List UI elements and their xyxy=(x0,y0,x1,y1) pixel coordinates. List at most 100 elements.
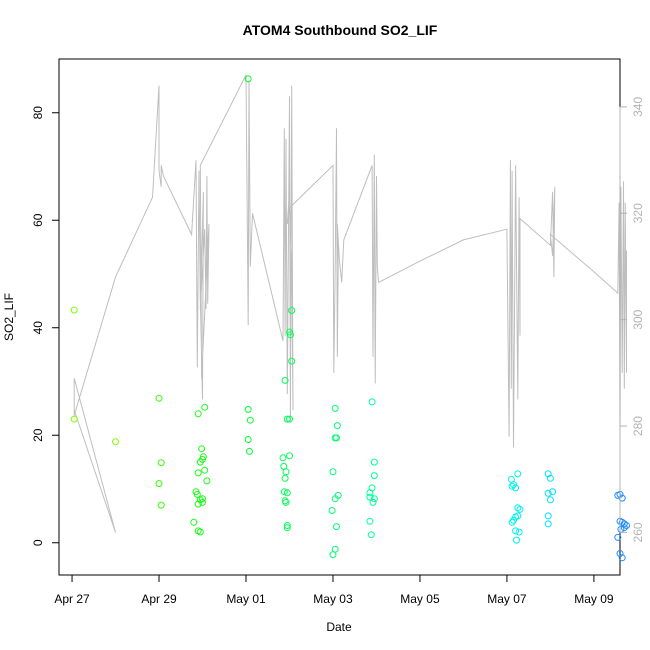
data-point xyxy=(155,394,163,402)
data-point xyxy=(194,469,202,477)
data-point xyxy=(512,484,520,492)
data-point xyxy=(546,496,554,504)
y2-tick-label: 300 xyxy=(631,309,645,329)
data-point xyxy=(279,454,287,462)
data-point xyxy=(370,495,378,503)
data-point xyxy=(514,470,522,478)
data-point xyxy=(244,436,252,443)
data-point xyxy=(282,468,290,476)
data-point xyxy=(286,331,294,339)
data-point xyxy=(281,376,289,384)
data-point xyxy=(246,447,253,455)
data-point xyxy=(155,480,163,488)
data-point xyxy=(368,398,376,406)
x-axis: Apr 27 Apr 29 May 01 May 03 May 05 May 07 May … xyxy=(54,574,614,606)
data-point xyxy=(616,550,624,557)
x-tick-label: May 01 xyxy=(226,592,266,606)
data-point xyxy=(508,518,516,526)
data-point xyxy=(283,415,291,423)
x-tick-label: May 07 xyxy=(487,592,527,606)
data-point xyxy=(244,405,252,413)
data-point xyxy=(620,520,628,528)
y-axis-right: 260 280 300 320 340 xyxy=(619,97,645,542)
data-point xyxy=(549,488,557,496)
data-point xyxy=(544,470,552,478)
y-tick-label: 40 xyxy=(31,321,45,335)
y2-tick-label: 280 xyxy=(631,416,645,436)
data-point xyxy=(199,498,206,506)
x-tick-label: May 09 xyxy=(574,592,614,606)
x-axis-label: Date xyxy=(326,620,352,634)
y-axis-left: 0 20 40 60 80 xyxy=(31,106,60,546)
data-point xyxy=(201,403,209,411)
data-point xyxy=(190,518,198,526)
data-point xyxy=(328,507,336,514)
data-point xyxy=(70,306,78,314)
data-point xyxy=(157,459,165,467)
data-point xyxy=(618,554,626,562)
data-point xyxy=(70,415,78,423)
data-point xyxy=(333,434,340,442)
data-point xyxy=(329,468,337,476)
chart-title: ATOM4 Southbound SO2_LIF xyxy=(243,22,438,38)
data-point xyxy=(333,422,341,430)
data-point xyxy=(112,438,119,446)
data-point xyxy=(331,404,339,412)
data-point xyxy=(366,489,374,497)
data-point xyxy=(366,517,374,525)
data-point xyxy=(246,416,254,424)
x-tick-label: Apr 27 xyxy=(54,592,90,606)
data-point xyxy=(618,494,626,502)
data-point xyxy=(369,498,377,506)
data-point xyxy=(512,527,520,535)
data-point xyxy=(157,501,165,509)
data-point xyxy=(194,500,202,508)
data-point xyxy=(544,520,552,528)
data-point xyxy=(546,474,554,482)
data-point xyxy=(283,522,291,529)
data-point xyxy=(193,490,201,498)
data-point xyxy=(286,452,293,460)
data-point xyxy=(333,523,340,531)
x-tick-label: May 03 xyxy=(313,592,353,606)
data-point xyxy=(201,466,209,474)
data-point xyxy=(516,505,524,513)
data-point xyxy=(329,551,337,559)
data-point xyxy=(199,453,207,461)
data-point xyxy=(244,75,252,83)
data-point xyxy=(281,474,289,482)
data-point xyxy=(196,528,204,536)
data-point xyxy=(514,504,522,512)
y-tick-label: 0 xyxy=(31,539,45,546)
y-tick-label: 20 xyxy=(31,428,45,442)
x-tick-label: May 05 xyxy=(400,592,440,606)
data-point xyxy=(508,482,516,490)
data-point xyxy=(512,513,520,521)
data-point xyxy=(194,410,202,418)
data-point xyxy=(288,307,296,314)
x-tick-label: Apr 29 xyxy=(141,592,177,606)
data-point xyxy=(203,477,211,485)
y-tick-label: 60 xyxy=(31,213,45,227)
data-point xyxy=(515,528,523,536)
data-point xyxy=(614,533,622,541)
data-point xyxy=(544,512,552,520)
data-point xyxy=(367,531,375,539)
data-point xyxy=(283,489,291,497)
data-point xyxy=(334,491,342,499)
data-point xyxy=(286,415,293,423)
data-point xyxy=(280,488,288,496)
y2-tick-label: 340 xyxy=(631,97,645,117)
data-point xyxy=(288,357,296,365)
y2-tick-label: 260 xyxy=(631,522,645,542)
track-line-layer xyxy=(73,74,627,533)
data-point xyxy=(198,445,206,453)
data-point xyxy=(282,498,290,506)
y2-tick-label: 320 xyxy=(631,203,645,223)
y-axis-label: SO2_LIF xyxy=(2,293,16,341)
data-point xyxy=(620,524,628,532)
data-point xyxy=(544,489,552,497)
y-tick-label: 80 xyxy=(31,106,45,120)
data-point xyxy=(283,524,291,532)
